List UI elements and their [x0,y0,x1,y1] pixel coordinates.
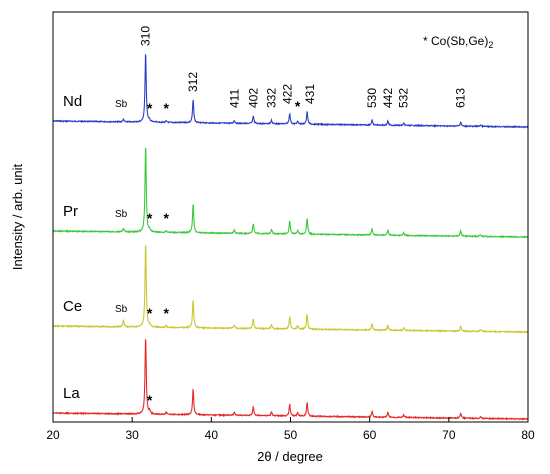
star-marker-ce-0: * [147,305,153,321]
hkl-label-422: 422 [281,84,295,104]
hkl-label-332: 332 [265,88,279,108]
star-marker-la-0: * [147,392,153,408]
series-nd [52,53,529,129]
x-axis-label: 2θ / degree [257,449,323,464]
hkl-label-532: 532 [397,88,411,108]
series-label-nd: Nd [63,93,82,110]
annotation-layer: Nd Sb * * Pr Sb * * Ce Sb * * La * * 310 312 411 402 332 422… [63,26,468,408]
x-tick-label-70: 70 [442,428,456,442]
hkl-label-431: 431 [303,84,317,104]
hkl-label-442: 442 [381,88,395,108]
hkl-label-613: 613 [454,88,468,108]
star-marker-pr-1: * [163,210,169,226]
x-tick-label-40: 40 [205,428,219,442]
series-line-la [52,339,529,421]
star-marker-nd-2: * [295,98,301,114]
series-line-nd [52,53,529,129]
hkl-label-402: 402 [246,88,260,108]
compound-note-subscript: 2 [488,40,493,50]
x-tick-label-50: 50 [284,428,298,442]
series-label-ce: Ce [63,298,82,315]
hkl-label-411: 411 [227,89,241,108]
hkl-label-310: 310 [139,26,153,46]
series-label-la: La [63,385,80,402]
series-pr [52,147,529,239]
hkl-label-312: 312 [186,72,200,92]
sb-label-nd: Sb [115,99,128,110]
sb-label-ce: Sb [115,304,128,315]
star-marker-pr-0: * [147,210,153,226]
x-tick-label-30: 30 [125,428,139,442]
series-ce [52,244,529,334]
x-tick-label-80: 80 [521,428,535,442]
x-tick-label-60: 60 [363,428,377,442]
series-line-pr [52,147,529,239]
x-tick-label-20: 20 [46,428,60,442]
compound-note-text: * Co(Sb,Ge) [423,34,488,48]
star-marker-nd-1: * [163,100,169,116]
star-marker-nd-0: * [147,100,153,116]
series-la [52,339,529,421]
hkl-label-530: 530 [365,88,379,108]
x-axis-ticks: 20 30 40 50 60 70 80 [46,417,535,442]
star-marker-ce-1: * [163,305,169,321]
y-axis-label: Intensity / arb. unit [10,164,25,271]
series-label-pr: Pr [63,203,78,220]
sb-label-pr: Sb [115,209,128,220]
compound-note: * Co(Sb,Ge)2 [423,34,493,50]
series-line-ce [52,244,529,334]
